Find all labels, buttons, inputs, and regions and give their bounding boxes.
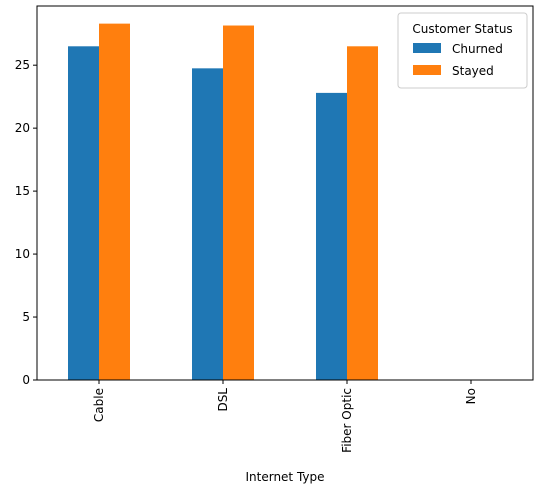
bars-group — [68, 23, 378, 380]
y-tick-label: 20 — [15, 121, 30, 135]
x-tick-label: DSL — [216, 388, 230, 412]
legend-label-stayed: Stayed — [452, 64, 494, 78]
x-axis-title: Internet Type — [245, 470, 324, 484]
x-tick-label: Cable — [92, 388, 106, 422]
x-tick-label: Fiber Optic — [340, 388, 354, 453]
legend: Customer Status Churned Stayed — [397, 12, 528, 89]
legend-swatch-churned — [413, 43, 441, 53]
bar-stayed-dsl — [223, 25, 254, 380]
legend-label-churned: Churned — [452, 42, 503, 56]
x-tick-label: No — [464, 388, 478, 404]
y-tick-label: 15 — [15, 184, 30, 198]
y-tick-label: 0 — [22, 373, 30, 387]
bar-churned-cable — [68, 46, 99, 380]
plot-frame — [36, 5, 534, 381]
bar-churned-fiber-optic — [316, 92, 347, 380]
legend-swatch-stayed — [413, 65, 441, 75]
bar-churned-dsl — [192, 68, 223, 380]
y-tick-label: 10 — [15, 247, 30, 261]
x-axis: Cable DSL Fiber Optic No — [92, 380, 478, 453]
legend-title: Customer Status — [412, 22, 512, 36]
bar-stayed-cable — [99, 23, 130, 380]
y-axis: 0 5 10 15 20 25 — [15, 58, 37, 387]
y-tick-label: 25 — [15, 58, 30, 72]
y-tick-label: 5 — [22, 310, 30, 324]
legend-items: Churned Stayed — [413, 42, 503, 78]
bar-stayed-fiber-optic — [347, 46, 378, 380]
